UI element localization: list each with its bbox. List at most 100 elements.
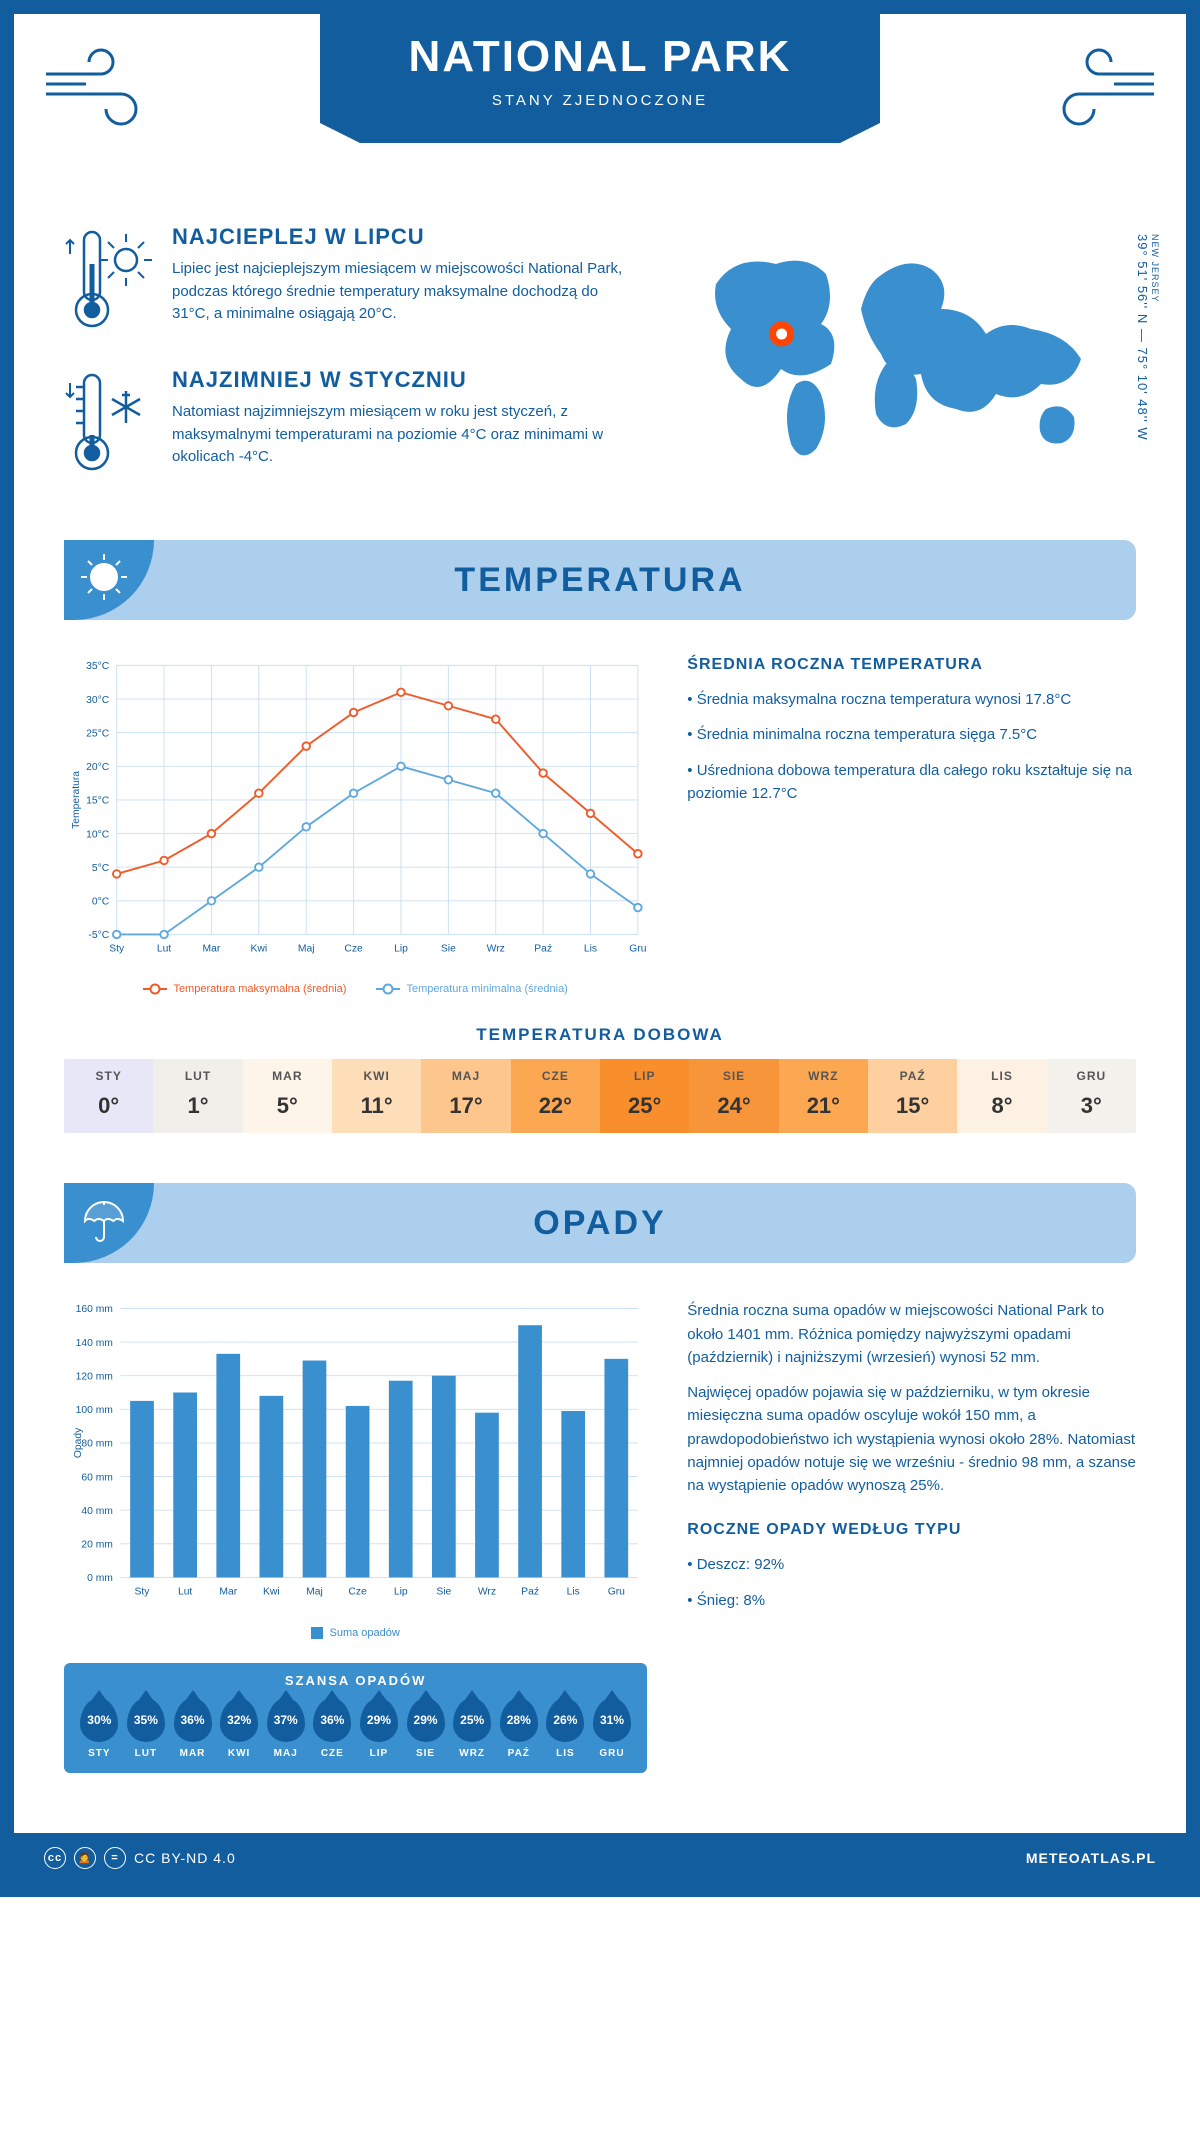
cold-title: NAJZIMNIEJ W STYCZNIU [172, 367, 636, 393]
precip-side: Średnia roczna suma opadów w miejscowośc… [687, 1299, 1136, 1772]
temp-side-item: • Uśredniona dobowa temperatura dla całe… [687, 759, 1136, 806]
wind-icon-left [44, 44, 154, 139]
footer-site: METEOATLAS.PL [1026, 1850, 1156, 1866]
daily-cell: MAJ17° [421, 1059, 510, 1133]
svg-text:Wrz: Wrz [487, 943, 505, 954]
license-text: CC BY-ND 4.0 [134, 1850, 236, 1866]
svg-text:Kwi: Kwi [251, 943, 268, 954]
cold-text: Natomiast najzimniejszym miesiącem w rok… [172, 401, 636, 469]
drop-cell: 31%GRU [591, 1698, 634, 1759]
precip-chance-title: SZANSA OPADÓW [78, 1673, 633, 1688]
wind-icon-right [1046, 44, 1156, 139]
hot-title: NAJCIEPLEJ W LIPCU [172, 224, 636, 250]
svg-text:120 mm: 120 mm [76, 1372, 113, 1383]
drop-cell: 37%MAJ [264, 1698, 307, 1759]
daily-cell: SIE24° [689, 1059, 778, 1133]
umbrella-icon [64, 1183, 154, 1263]
svg-text:Lis: Lis [567, 1587, 580, 1598]
svg-text:Gru: Gru [629, 943, 646, 954]
license: cc 🙍 = CC BY-ND 4.0 [44, 1847, 236, 1869]
hot-text: Lipiec jest najcieplejszym miesiącem w m… [172, 258, 636, 326]
drop-cell: 28%PAŹ [497, 1698, 540, 1759]
svg-text:Cze: Cze [348, 1587, 367, 1598]
world-map: NEW JERSEY 39° 51' 56'' N — 75° 10' 48''… [676, 224, 1136, 510]
svg-text:Sty: Sty [135, 1587, 151, 1598]
svg-text:Sie: Sie [436, 1587, 451, 1598]
svg-text:0°C: 0°C [92, 897, 110, 908]
svg-text:-5°C: -5°C [88, 930, 109, 941]
svg-text:Mar: Mar [219, 1587, 237, 1598]
svg-text:5°C: 5°C [92, 863, 110, 874]
sun-icon [64, 540, 154, 620]
daily-temp-title: TEMPERATURA DOBOWA [64, 1025, 1136, 1045]
daily-cell: WRZ21° [779, 1059, 868, 1133]
svg-text:Maj: Maj [306, 1587, 323, 1598]
precip-chart: 0 mm20 mm40 mm60 mm80 mm100 mm120 mm140 … [64, 1299, 647, 1772]
svg-text:Paź: Paź [521, 1587, 539, 1598]
svg-text:Gru: Gru [608, 1587, 625, 1598]
svg-text:15°C: 15°C [86, 796, 110, 807]
daily-cell: KWI11° [332, 1059, 421, 1133]
temp-side-item: • Średnia minimalna roczna temperatura s… [687, 723, 1136, 746]
svg-text:Wrz: Wrz [478, 1587, 496, 1598]
svg-text:Lis: Lis [584, 943, 597, 954]
header: NATIONAL PARK STANY ZJEDNOCZONE [14, 14, 1186, 204]
coordinates: NEW JERSEY 39° 51' 56'' N — 75° 10' 48''… [1135, 234, 1160, 441]
page: NATIONAL PARK STANY ZJEDNOCZONE [0, 0, 1200, 1897]
precip-p2: Najwięcej opadów pojawia się w październ… [687, 1381, 1136, 1497]
svg-text:Mar: Mar [203, 943, 221, 954]
precip-type-item: • Śnieg: 8% [687, 1589, 1136, 1612]
svg-text:Sty: Sty [109, 943, 125, 954]
svg-text:Kwi: Kwi [263, 1587, 280, 1598]
page-title: NATIONAL PARK [340, 32, 860, 82]
title-banner: NATIONAL PARK STANY ZJEDNOCZONE [320, 14, 880, 123]
drop-cell: 35%LUT [125, 1698, 168, 1759]
temp-chart: -5°C0°C5°C10°C15°C20°C25°C30°C35°CStyLut… [64, 656, 647, 995]
daily-cell: PAŹ15° [868, 1059, 957, 1133]
drop-cell: 29%SIE [404, 1698, 447, 1759]
thermometer-hot-icon [64, 224, 154, 339]
svg-text:160 mm: 160 mm [76, 1305, 113, 1316]
svg-text:Maj: Maj [298, 943, 315, 954]
footer: cc 🙍 = CC BY-ND 4.0 METEOATLAS.PL [14, 1833, 1186, 1883]
svg-text:40 mm: 40 mm [81, 1506, 113, 1517]
daily-cell: MAR5° [243, 1059, 332, 1133]
svg-text:140 mm: 140 mm [76, 1338, 113, 1349]
legend-max: Temperatura maksymalna (średnia) [173, 983, 346, 995]
svg-text:30°C: 30°C [86, 695, 110, 706]
drop-cell: 36%CZE [311, 1698, 354, 1759]
svg-text:0 mm: 0 mm [87, 1574, 113, 1585]
page-subtitle: STANY ZJEDNOCZONE [340, 92, 860, 109]
svg-text:Opady: Opady [73, 1427, 84, 1458]
svg-text:60 mm: 60 mm [81, 1473, 113, 1484]
svg-text:Sie: Sie [441, 943, 456, 954]
svg-text:Cze: Cze [344, 943, 363, 954]
svg-text:25°C: 25°C [86, 728, 110, 739]
daily-cell: LUT1° [153, 1059, 242, 1133]
svg-text:10°C: 10°C [86, 829, 110, 840]
drop-cell: 26%LIS [544, 1698, 587, 1759]
drop-cell: 32%KWI [218, 1698, 261, 1759]
temp-side-title: ŚREDNIA ROCZNA TEMPERATURA [687, 656, 1136, 674]
drop-cell: 25%WRZ [451, 1698, 494, 1759]
temp-side-item: • Średnia maksymalna roczna temperatura … [687, 688, 1136, 711]
daily-cell: LIS8° [957, 1059, 1046, 1133]
section-head-precip: OPADY [64, 1183, 1136, 1263]
legend-precip: Suma opadów [329, 1627, 399, 1639]
daily-cell: LIP25° [600, 1059, 689, 1133]
hot-block: NAJCIEPLEJ W LIPCU Lipiec jest najcieple… [64, 224, 636, 339]
nd-icon: = [104, 1847, 126, 1869]
svg-text:Lip: Lip [394, 943, 408, 954]
drop-cell: 30%STY [78, 1698, 121, 1759]
svg-text:Temperatura: Temperatura [71, 771, 82, 829]
svg-text:20 mm: 20 mm [81, 1540, 113, 1551]
intro-row: NAJCIEPLEJ W LIPCU Lipiec jest najcieple… [64, 224, 1136, 510]
coords-text: 39° 51' 56'' N — 75° 10' 48'' W [1135, 234, 1150, 441]
drop-cell: 36%MAR [171, 1698, 214, 1759]
drop-cell: 29%LIP [358, 1698, 401, 1759]
section-head-temp: TEMPERATURA [64, 540, 1136, 620]
temp-side: ŚREDNIA ROCZNA TEMPERATURA • Średnia mak… [687, 656, 1136, 995]
svg-text:Lut: Lut [178, 1587, 192, 1598]
svg-text:Paź: Paź [534, 943, 552, 954]
daily-cell: CZE22° [511, 1059, 600, 1133]
